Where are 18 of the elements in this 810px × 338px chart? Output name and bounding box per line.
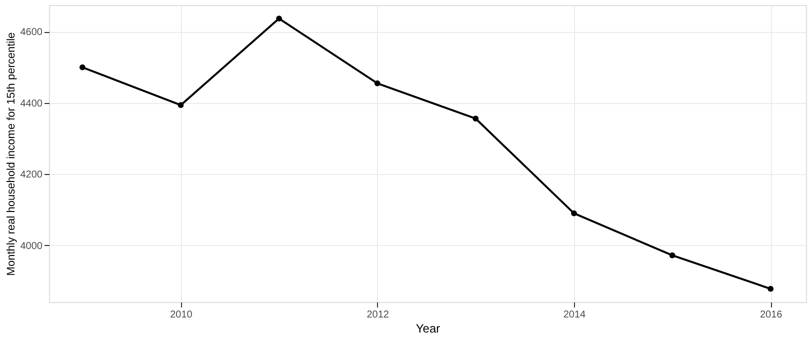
point [374, 80, 380, 86]
y-tick-label: 4000 [20, 240, 43, 252]
y-tick-label: 4200 [20, 170, 43, 181]
x-tick-label: 2016 [760, 310, 783, 320]
x-tick-label: 2012 [366, 310, 390, 320]
y-tick-label: 4600 [20, 27, 43, 38]
x-axis-title: Year [416, 322, 440, 336]
point [276, 16, 282, 22]
point [178, 102, 184, 108]
point [768, 286, 774, 292]
y-tick-label: 4400 [20, 98, 43, 110]
point [571, 210, 577, 216]
point [669, 252, 676, 258]
x-tick-label: 2014 [563, 310, 586, 320]
x-tick-label: 2010 [170, 310, 193, 320]
y-axis-title: Monthly real household income for 15th percentile [5, 32, 18, 276]
point [79, 64, 86, 70]
point [472, 116, 479, 122]
